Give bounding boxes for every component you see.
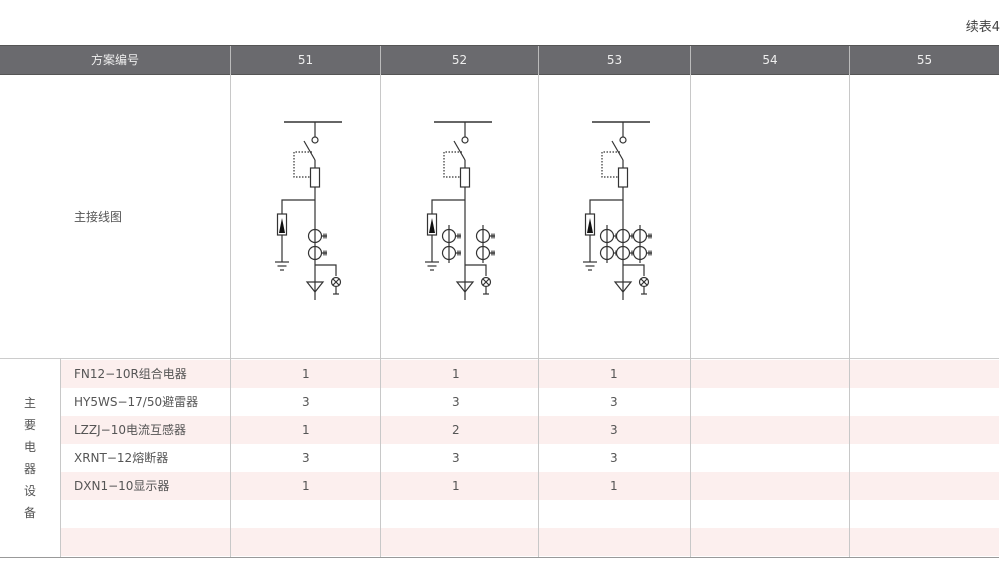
equipment-qty: 3	[610, 451, 618, 465]
arrester-arrow-icon	[587, 218, 593, 233]
indicator-lamp-icon	[640, 278, 648, 286]
group-label-char: 电	[23, 440, 36, 454]
equipment-qty: 3	[452, 395, 460, 409]
group-label-char: 器	[23, 462, 36, 476]
equipment-qty: 1	[302, 423, 310, 437]
equipment-name: HY5WS−17/50避雷器	[74, 395, 199, 409]
equipment-qty: 2	[452, 423, 460, 437]
disconnector-icon	[461, 136, 469, 144]
scheme-54-header: 54	[691, 46, 850, 74]
main-wiring-diagram-label: 主接线图	[74, 210, 123, 224]
indicator-lamp-icon	[482, 278, 490, 286]
equipment-qty: 1	[302, 367, 310, 381]
group-label-char: 备	[23, 506, 36, 520]
equipment-name: FN12−10R组合电器	[74, 367, 187, 381]
indicator-lamp-icon	[332, 278, 340, 286]
indicator-lamp-icon	[330, 276, 342, 288]
equipment-name: LZZJ−10电流互感器	[74, 423, 186, 437]
load-switch	[303, 140, 316, 161]
scheme-51-header: 51	[231, 46, 381, 74]
equipment-row	[60, 528, 999, 556]
fuse-icon	[617, 167, 629, 188]
equipment-row: XRNT−12熔断器 3 3 3	[60, 444, 999, 472]
mechanical-link	[443, 151, 462, 178]
arrester-arrow-icon	[429, 218, 435, 233]
scheme-53-header: 53	[539, 46, 691, 74]
divider	[538, 74, 539, 558]
divider	[0, 557, 999, 558]
equipment-qty: 1	[610, 367, 618, 381]
arrester-branch	[589, 199, 623, 262]
cable-termination-icon	[455, 281, 475, 293]
indicator-branch	[315, 264, 337, 276]
equipment-qty: 1	[452, 479, 460, 493]
divider	[690, 74, 691, 558]
indicator-lamp-icon	[480, 276, 492, 288]
equipment-row: FN12−10R组合电器 1 1 1	[60, 360, 999, 388]
continued-table-label: 续表4	[965, 20, 1000, 35]
equipment-row: LZZJ−10电流互感器 1 2 3	[60, 416, 999, 444]
equipment-name: XRNT−12熔断器	[74, 451, 169, 465]
load-switch	[611, 140, 624, 161]
divider	[230, 74, 231, 558]
disconnector-icon	[311, 136, 319, 144]
equipment-qty: 1	[302, 479, 310, 493]
equipment-qty: 3	[302, 395, 310, 409]
scheme-55-header: 55	[916, 53, 933, 67]
indicator-branch	[465, 264, 487, 276]
indicator-branch	[623, 264, 645, 276]
mechanical-link	[601, 151, 620, 178]
equipment-qty: 3	[452, 451, 460, 465]
equipment-group-label: 主要电器设备	[0, 358, 60, 558]
disconnector-icon	[619, 136, 627, 144]
equipment-row: HY5WS−17/50避雷器 3 3 3	[60, 388, 999, 416]
cable-termination-icon	[305, 281, 325, 293]
arrester-branch	[431, 199, 465, 262]
mechanical-link	[293, 151, 312, 178]
equipment-qty: 3	[610, 423, 618, 437]
table-header: 方案编号 51 52 53 54 55	[0, 45, 999, 75]
arrester-arrow-icon	[279, 218, 285, 233]
equipment-qty: 3	[302, 451, 310, 465]
equipment-qty: 1	[610, 479, 618, 493]
group-label-char: 要	[23, 418, 36, 432]
cable-termination-icon	[613, 281, 633, 293]
equipment-name: DXN1−10显示器	[74, 479, 170, 493]
arrester-branch	[281, 199, 315, 262]
equipment-qty: 3	[610, 395, 618, 409]
group-label-char: 设	[23, 484, 36, 498]
group-label-char: 主	[23, 396, 36, 410]
divider	[849, 74, 850, 558]
scheme-52-header: 52	[381, 46, 539, 74]
divider	[0, 358, 999, 359]
equipment-qty: 1	[452, 367, 460, 381]
divider	[380, 74, 381, 558]
fuse-icon	[309, 167, 321, 188]
indicator-lamp-icon	[638, 276, 650, 288]
scheme-number-header: 方案编号	[0, 46, 231, 74]
divider	[60, 358, 61, 558]
equipment-row: DXN1−10显示器 1 1 1	[60, 472, 999, 500]
load-switch	[453, 140, 466, 161]
fuse-icon	[459, 167, 471, 188]
